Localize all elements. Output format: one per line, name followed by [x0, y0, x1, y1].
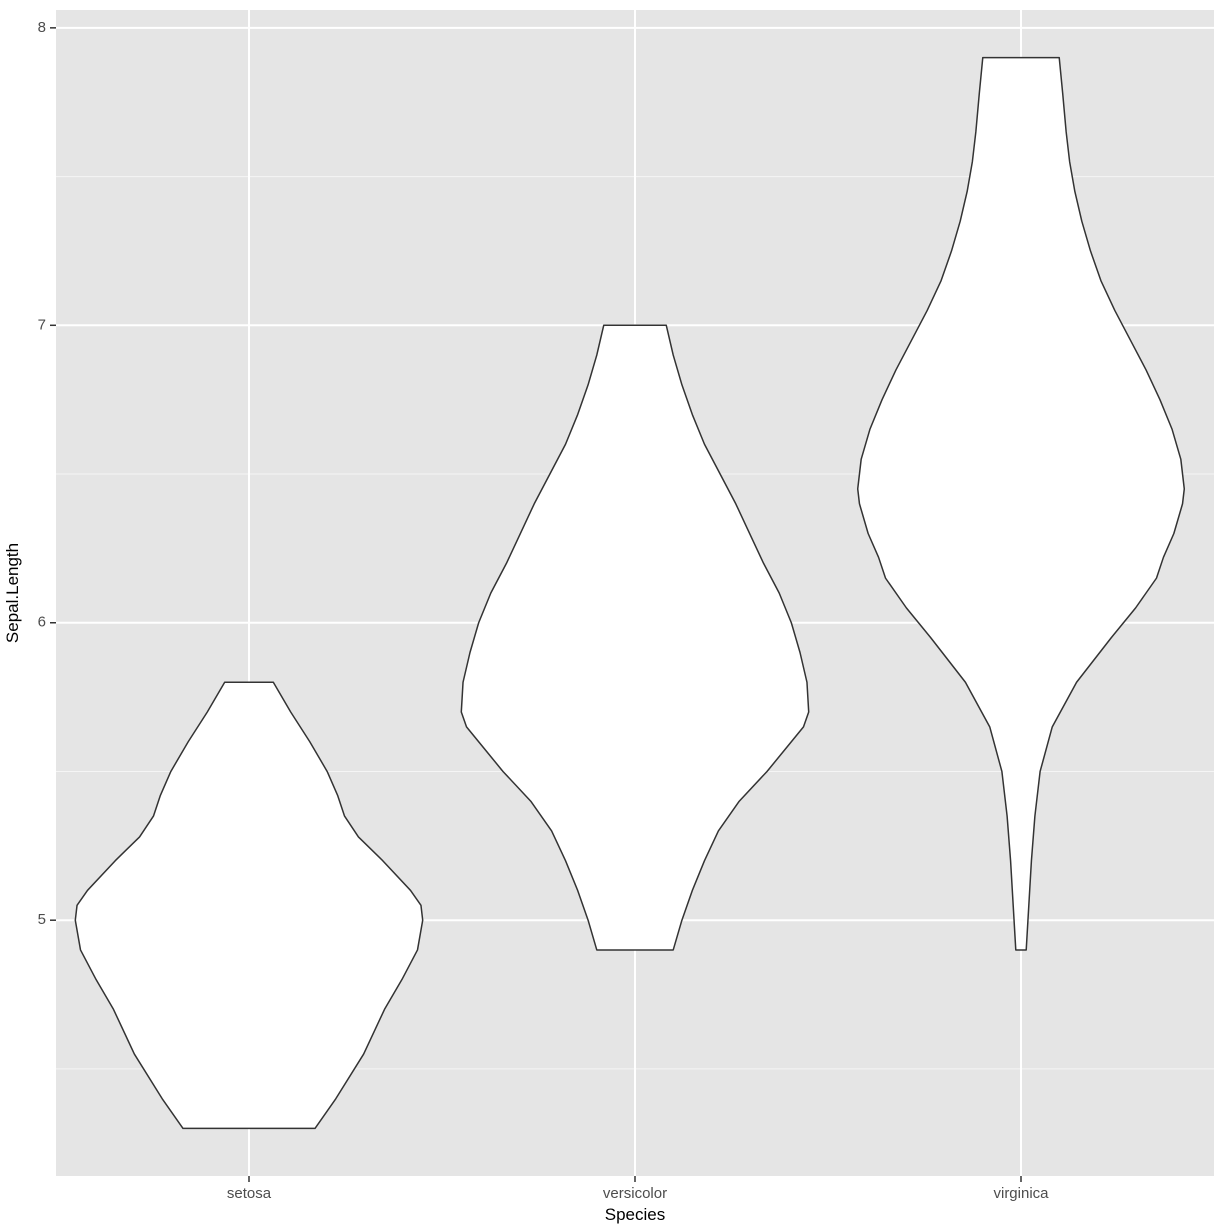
- x-tick-label: virginica: [993, 1185, 1049, 1202]
- y-axis-title: Sepal.Length: [3, 543, 22, 643]
- x-tick-label: versicolor: [603, 1185, 667, 1202]
- x-tick-label: setosa: [227, 1185, 272, 1202]
- x-axis-title: Species: [605, 1205, 665, 1224]
- y-tick-label: 5: [38, 911, 46, 928]
- x-axis: setosa versicolor virginica: [227, 1176, 1049, 1202]
- y-tick-label: 8: [38, 19, 46, 36]
- y-tick-label: 7: [38, 316, 46, 333]
- y-axis: 5 6 7 8: [38, 19, 56, 928]
- y-tick-label: 6: [38, 614, 46, 631]
- violin-plot: 5 6 7 8 setosa versicolor virginica Species Sepa…: [0, 0, 1224, 1224]
